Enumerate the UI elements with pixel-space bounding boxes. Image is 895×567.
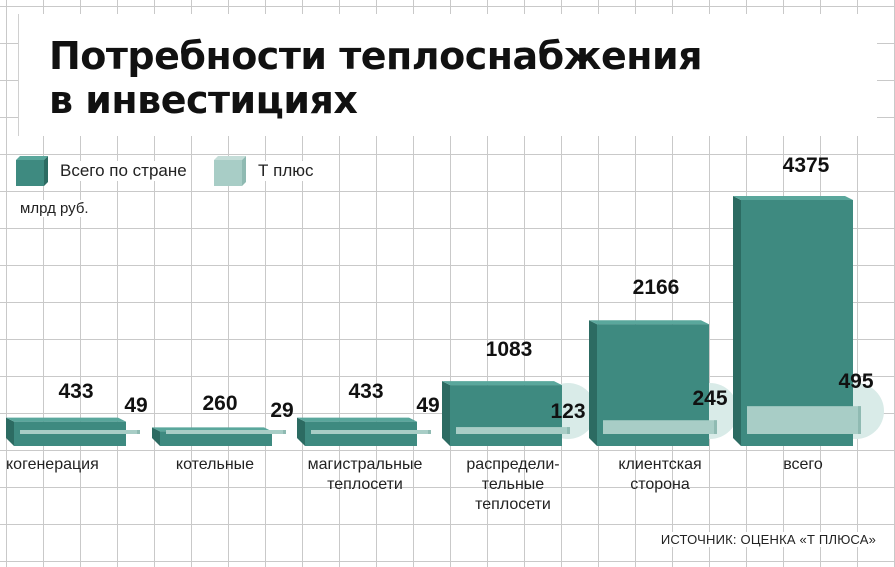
chart-title-line-1: Потребности теплоснабжения bbox=[49, 34, 703, 78]
legend-label-tplus: Т плюс bbox=[256, 161, 316, 181]
title-panel: Потребности теплоснабжения в инвестициях bbox=[18, 14, 877, 136]
value-label-total-boilers: 260 bbox=[202, 392, 238, 415]
bar-total-top-distribution-networks bbox=[442, 381, 562, 386]
bar-total-top-cogeneration bbox=[6, 417, 126, 422]
bar-tplus-edge-client-side bbox=[714, 420, 717, 434]
category-label-boilers: котельные bbox=[175, 456, 255, 473]
legend-label-total: Всего по стране bbox=[58, 161, 189, 181]
category-label-client-side: клиентская сторона bbox=[618, 456, 702, 493]
bar-tplus-edge-distribution-networks bbox=[567, 427, 570, 434]
value-label-tplus-boilers: 29 bbox=[270, 399, 294, 422]
value-label-tplus-distribution-networks: 123 bbox=[550, 400, 586, 423]
bar-tplus-distribution-networks bbox=[456, 427, 570, 434]
bar-total-top-client-side bbox=[589, 320, 709, 325]
bar-total-side-distribution-networks bbox=[442, 381, 450, 446]
legend-swatch-total bbox=[16, 156, 48, 186]
legend-swatch-tplus bbox=[214, 156, 246, 186]
value-label-tplus-main-networks: 49 bbox=[416, 394, 440, 417]
bar-tplus-edge-boilers bbox=[283, 430, 286, 434]
value-label-total-cogeneration: 433 bbox=[58, 380, 94, 403]
value-label-tplus-client-side: 245 bbox=[692, 387, 728, 410]
bar-tplus-overall bbox=[747, 406, 861, 434]
bar-total-side-overall bbox=[733, 196, 741, 446]
bar-total-top-overall bbox=[733, 196, 853, 200]
category-label-main-networks: магистральные теплосети bbox=[307, 456, 423, 493]
bar-total-overall bbox=[741, 200, 853, 446]
category-label-total: всего bbox=[783, 456, 823, 473]
category-label-distribution-networks: распредели- тельные теплосети bbox=[466, 456, 560, 513]
bar-total-side-main-networks bbox=[297, 417, 305, 446]
value-label-tplus-cogeneration: 49 bbox=[124, 394, 148, 417]
chart-title-line-2: в инвестициях bbox=[49, 78, 358, 122]
bar-tplus-boilers bbox=[166, 430, 286, 434]
unit-label: млрд руб. bbox=[18, 200, 91, 217]
bar-total-distribution-networks bbox=[450, 385, 562, 446]
category-label-cogeneration: когенерация bbox=[6, 456, 99, 473]
source-note: ИСТОЧНИК: ОЦЕНКА «Т ПЛЮСА» bbox=[657, 532, 879, 547]
bar-total-side-client-side bbox=[589, 320, 597, 446]
value-label-tplus-overall: 495 bbox=[838, 370, 874, 393]
bar-total-top-main-networks bbox=[297, 417, 417, 422]
bar-tplus-edge-overall bbox=[858, 406, 861, 434]
value-label-total-client-side: 2166 bbox=[632, 276, 680, 299]
bar-tplus-client-side bbox=[603, 420, 717, 434]
bar-tplus-cogeneration bbox=[20, 430, 140, 434]
bar-tplus-edge-cogeneration bbox=[137, 430, 140, 434]
bar-tplus-edge-main-networks bbox=[428, 430, 431, 434]
bar-total-side-cogeneration bbox=[6, 417, 14, 446]
value-label-total-main-networks: 433 bbox=[348, 380, 384, 403]
value-label-total-overall: 4375 bbox=[782, 154, 830, 177]
bar-total-boilers bbox=[160, 431, 272, 446]
bar-total-side-boilers bbox=[152, 427, 160, 446]
value-label-total-distribution-networks: 1083 bbox=[485, 338, 533, 361]
bar-tplus-main-networks bbox=[311, 430, 431, 434]
